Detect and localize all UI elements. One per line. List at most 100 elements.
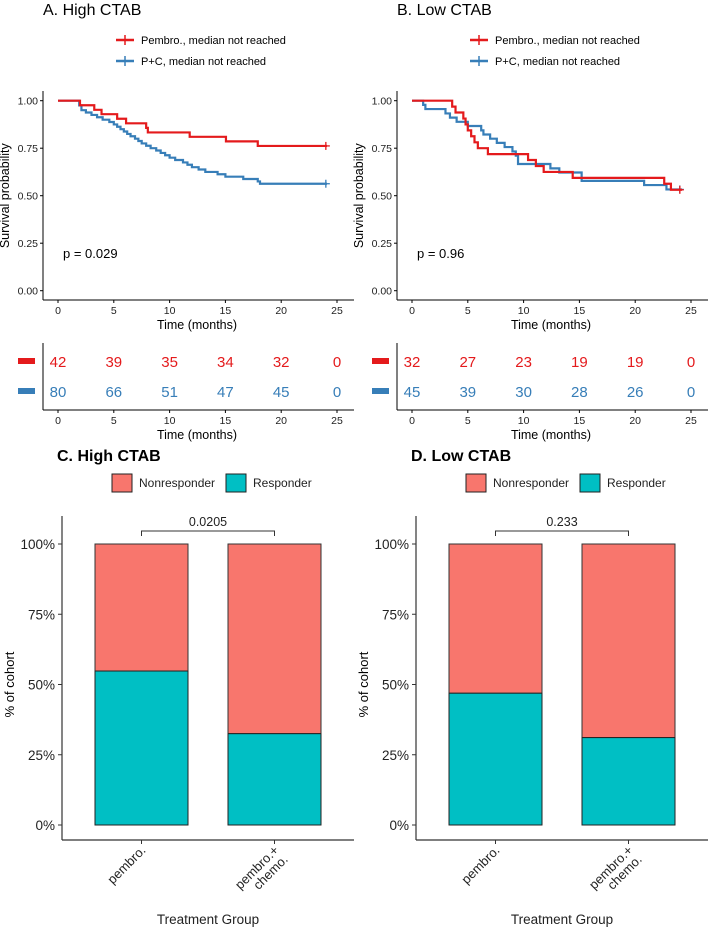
risk-x-tick-label: 25: [685, 415, 697, 427]
x-tick-label: 5: [465, 305, 471, 317]
x-tick-label: 25: [331, 305, 343, 317]
bar-segment-nonresponder: [227, 543, 322, 735]
risk-count: 30: [515, 384, 532, 401]
x-axis-title: Treatment Group: [511, 912, 613, 927]
km-panel-b: B. Low CTAB Pembro., median not reached P+…: [352, 2, 708, 442]
x-tick-label: 10: [164, 305, 176, 317]
risk-table-legend-key: [372, 358, 389, 364]
survival-curve-pc: [412, 99, 683, 191]
x-tick-label: 25: [685, 305, 697, 317]
y-tick-label: 100%: [20, 537, 55, 552]
legend-swatch-responder: [579, 473, 601, 493]
risk-count: 39: [459, 384, 476, 401]
x-tick-label: pembro.: [104, 843, 148, 887]
bar-segment-responder: [94, 670, 189, 826]
risk-x-axis-title: Time (months): [157, 428, 237, 442]
risk-x-tick-label: 10: [164, 415, 176, 427]
bar-panel-d: D. Low CTAB Nonresponder Responder 0% 25% 50%…: [356, 448, 708, 927]
significance-p-value: 0.0205: [189, 515, 227, 529]
risk-count: 26: [627, 384, 644, 401]
risk-count: 32: [404, 354, 421, 371]
y-axis-title: Survival probability: [0, 143, 12, 249]
risk-count: 45: [404, 384, 421, 401]
x-tick-label: 0: [409, 305, 415, 317]
risk-count: 27: [459, 354, 476, 371]
y-tick-label: 25%: [28, 748, 55, 763]
risk-x-tick-label: 5: [111, 415, 117, 427]
y-tick-label: 50%: [382, 678, 409, 693]
bar-segment-nonresponder: [448, 543, 543, 694]
risk-table-legend-key: [372, 388, 389, 394]
x-tick-label: 5: [111, 305, 117, 317]
y-axis-title: Survival probability: [352, 143, 366, 249]
x-tick-label: 0: [55, 305, 61, 317]
risk-x-tick-label: 5: [465, 415, 471, 427]
legend-swatch-nonresponder: [111, 473, 133, 493]
risk-count: 0: [333, 384, 341, 401]
risk-count: 66: [105, 384, 122, 401]
risk-count: 35: [161, 354, 178, 371]
risk-table-legend-key: [18, 358, 35, 364]
legend-label: Nonresponder: [493, 476, 569, 490]
risk-count: 39: [105, 354, 122, 371]
risk-count: 23: [515, 354, 532, 371]
risk-x-tick-label: 10: [518, 415, 530, 427]
legend-label: Pembro., median not reached: [141, 35, 286, 47]
risk-x-tick-label: 15: [574, 415, 586, 427]
y-tick-label: 0.25: [372, 238, 393, 250]
legend-label: Responder: [253, 476, 312, 490]
x-tick-label: 20: [629, 305, 641, 317]
x-tick-label: 15: [574, 305, 586, 317]
legend-label: Pembro., median not reached: [495, 35, 640, 47]
legend-label: P+C, median not reached: [141, 56, 266, 68]
risk-x-tick-label: 0: [409, 415, 415, 427]
risk-count: 0: [687, 354, 695, 371]
significance-p-value: 0.233: [546, 515, 577, 529]
risk-count: 0: [333, 354, 341, 371]
x-axis-title: Time (months): [511, 318, 591, 332]
y-tick-label: 0%: [389, 818, 409, 833]
risk-table-legend-key: [18, 388, 35, 394]
y-tick-label: 25%: [382, 748, 409, 763]
x-tick-label: 20: [275, 305, 287, 317]
y-tick-label: 0.25: [18, 238, 39, 250]
y-tick-label: 0.50: [372, 191, 393, 203]
p-value-annotation: p = 0.96: [417, 246, 464, 261]
risk-count: 80: [50, 384, 67, 401]
significance-bracket: [495, 530, 629, 536]
survival-curve-pc: [58, 99, 327, 185]
legend-label: Nonresponder: [139, 476, 215, 490]
significance-bracket: [141, 530, 275, 536]
x-tick-label: 10: [518, 305, 530, 317]
y-tick-label: 100%: [374, 537, 409, 552]
risk-count: 32: [273, 354, 290, 371]
risk-x-tick-label: 20: [629, 415, 641, 427]
panel-title: C. High CTAB: [57, 448, 161, 465]
survival-curve-pembro: [412, 99, 683, 191]
survival-curve-pembro: [58, 99, 327, 148]
risk-count: 28: [571, 384, 588, 401]
risk-x-tick-label: 20: [275, 415, 287, 427]
panel-title: B. Low CTAB: [397, 2, 492, 19]
p-value-annotation: p = 0.029: [63, 246, 118, 261]
legend-label: P+C, median not reached: [495, 56, 620, 68]
risk-count: 34: [217, 354, 234, 371]
y-tick-label: 1.00: [18, 96, 39, 108]
y-tick-label: 75%: [382, 607, 409, 622]
risk-count: 51: [161, 384, 178, 401]
y-tick-label: 0.00: [18, 286, 39, 298]
bar-segment-nonresponder: [94, 543, 189, 672]
y-tick-label: 0%: [35, 818, 55, 833]
x-axis-title: Treatment Group: [157, 912, 259, 927]
y-axis-title: % of cohort: [2, 651, 17, 717]
legend-swatch-responder: [225, 473, 247, 493]
y-tick-label: 50%: [28, 678, 55, 693]
y-tick-label: 75%: [28, 607, 55, 622]
risk-count: 0: [687, 384, 695, 401]
bar-panel-c: C. High CTAB Nonresponder Responder 0% 25% 50…: [2, 448, 354, 927]
x-tick-label: 15: [220, 305, 232, 317]
bar-segment-nonresponder: [581, 543, 676, 739]
x-axis-title: Time (months): [157, 318, 237, 332]
km-panel-a: A. High CTAB Pembro., median not reached P…: [0, 2, 354, 442]
